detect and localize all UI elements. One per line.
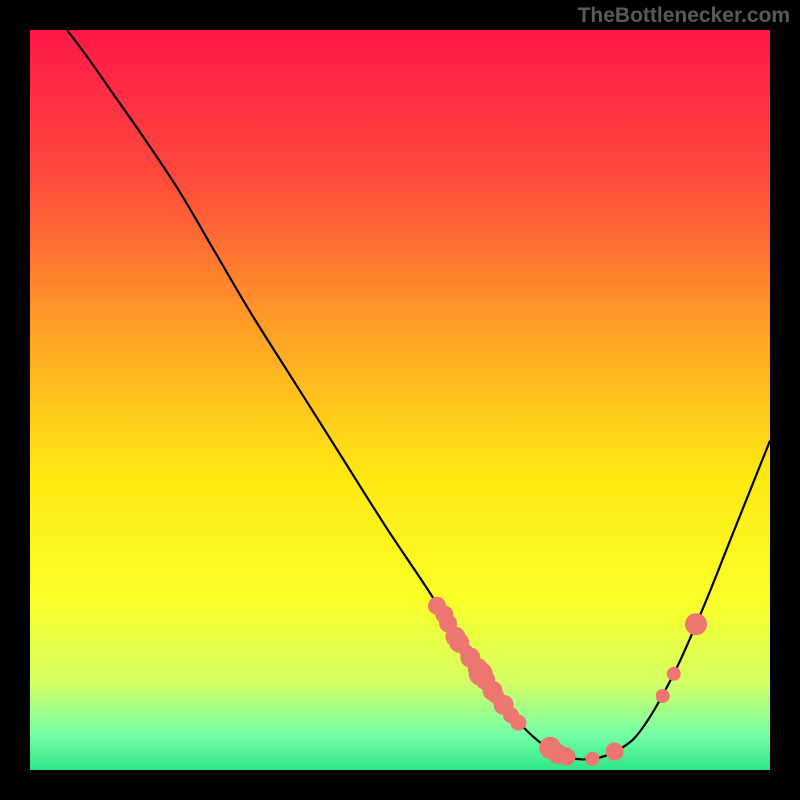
scatter-marker: [606, 743, 624, 761]
scatter-marker: [510, 715, 526, 731]
scatter-marker: [585, 752, 599, 766]
scatter-marker: [685, 613, 707, 635]
scatter-marker: [558, 748, 576, 766]
scatter-marker: [667, 667, 681, 681]
scatter-markers: [30, 30, 770, 770]
scatter-marker: [656, 689, 670, 703]
watermark-text: TheBottlenecker.com: [578, 4, 790, 28]
plot-area: [30, 30, 770, 770]
scatter-marker: [428, 597, 446, 615]
